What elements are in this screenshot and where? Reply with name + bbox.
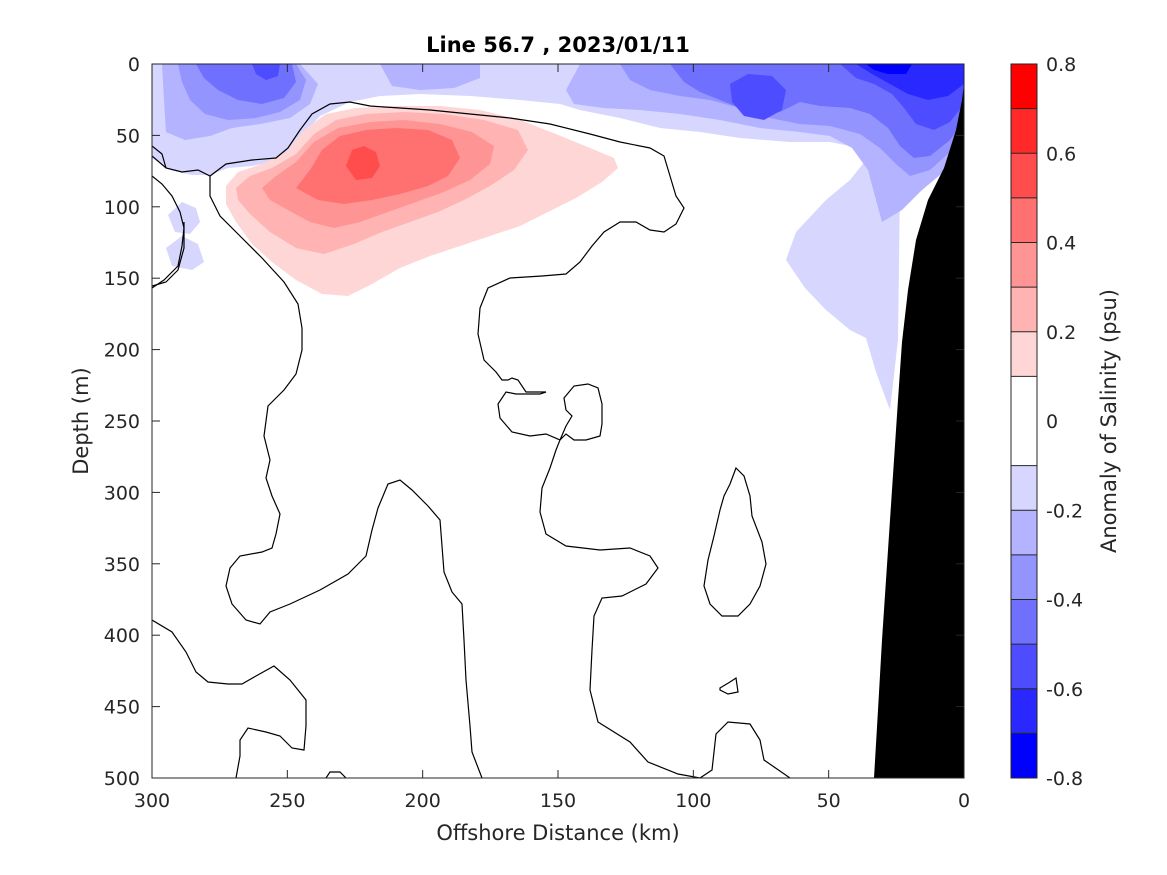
colorbar: -0.8 -0.6 -0.4 -0.2 0 0.2 0.4 0.6 0.8 — [1010, 54, 1083, 790]
y-tick-label: 500 — [104, 768, 140, 790]
y-tick-label: 50 — [116, 125, 140, 147]
contour-fill-neg-0.5 — [252, 64, 280, 80]
colorbar-swatch — [1011, 376, 1037, 466]
colorbar-tick-label: 0.8 — [1046, 54, 1076, 76]
x-axis-label: Offshore Distance (km) — [436, 821, 679, 845]
colorbar-tick-label: 0.4 — [1046, 233, 1076, 255]
zero-contour-line — [325, 771, 347, 778]
colorbar-swatch — [1011, 242, 1037, 288]
y-tick-label: 200 — [104, 340, 140, 362]
colorbar-swatch — [1011, 688, 1037, 734]
colorbar-swatch — [1011, 733, 1037, 778]
plot-area — [151, 63, 965, 779]
colorbar-tick-label: 0 — [1046, 411, 1058, 433]
x-tick-label: 50 — [817, 790, 841, 812]
zero-contour-line — [152, 101, 791, 778]
x-axis: 300 250 200 150 100 50 0 — [134, 64, 970, 812]
contour-fill-pos-0.5 — [346, 146, 380, 180]
colorbar-swatch — [1011, 465, 1037, 511]
colorbar-swatch — [1011, 331, 1037, 377]
y-tick-label: 300 — [104, 482, 140, 504]
y-tick-label: 100 — [104, 197, 140, 219]
y-tick-label: 250 — [104, 411, 140, 433]
colorbar-tick-label: -0.8 — [1046, 768, 1083, 790]
zero-contour-line — [209, 176, 483, 778]
contour-fill-neg-0.1 — [166, 236, 204, 270]
zero-contour-line — [152, 145, 167, 169]
colorbar-tick-label: 0.6 — [1046, 143, 1076, 165]
contour-fill-neg-0.6 — [856, 64, 964, 100]
zero-contour-line — [719, 676, 739, 695]
x-tick-label: 300 — [134, 790, 170, 812]
y-tick-label: 150 — [104, 268, 140, 290]
colorbar-swatch — [1011, 64, 1037, 109]
y-tick-label: 450 — [104, 697, 140, 719]
colorbar-swatch — [1011, 599, 1037, 645]
contour-fill-neg-0.5 — [730, 74, 786, 120]
zero-contour-line — [559, 383, 603, 441]
colorbar-tick-label: -0.2 — [1046, 500, 1083, 522]
zero-contour-line — [703, 466, 767, 617]
x-tick-label: 250 — [269, 790, 305, 812]
y-axis-label: Depth (m) — [69, 367, 93, 474]
colorbar-swatch — [1011, 197, 1037, 243]
y-tick-label: 400 — [104, 625, 140, 647]
colorbar-swatch — [1011, 153, 1037, 198]
colorbar-swatch — [1011, 287, 1037, 332]
y-tick-label: 350 — [104, 554, 140, 576]
colorbar-tick-label: -0.6 — [1046, 679, 1083, 701]
colorbar-tick-label: 0.2 — [1046, 322, 1076, 344]
y-axis: 0 50 100 150 200 250 300 350 400 450 500 — [104, 54, 964, 790]
colorbar-tick-label: -0.4 — [1046, 590, 1083, 612]
x-tick-label: 200 — [405, 790, 441, 812]
colorbar-label: Anomaly of Salinity (psu) — [1097, 289, 1121, 553]
chart-title: Line 56.7 , 2023/01/11 — [426, 33, 690, 57]
contour-fill-neg-0.1 — [168, 202, 200, 234]
zero-contour-lines — [152, 101, 791, 778]
colorbar-swatch — [1011, 510, 1037, 555]
colorbar-swatch — [1011, 644, 1037, 689]
colorbar-frame — [1010, 63, 1038, 779]
x-tick-label: 100 — [675, 790, 711, 812]
contour-fills — [152, 64, 964, 778]
x-tick-label: 150 — [540, 790, 576, 812]
contour-fill-neg-0.2 — [380, 64, 480, 90]
x-tick-label: 0 — [958, 790, 970, 812]
land-mask — [874, 84, 964, 778]
zero-contour-line — [152, 222, 185, 287]
contour-fill-neg-0.7 — [866, 64, 912, 74]
colorbar-swatch — [1011, 108, 1037, 154]
zero-contour-line — [152, 619, 307, 778]
y-tick-label: 0 — [128, 54, 140, 76]
colorbar-swatch — [1011, 554, 1037, 600]
